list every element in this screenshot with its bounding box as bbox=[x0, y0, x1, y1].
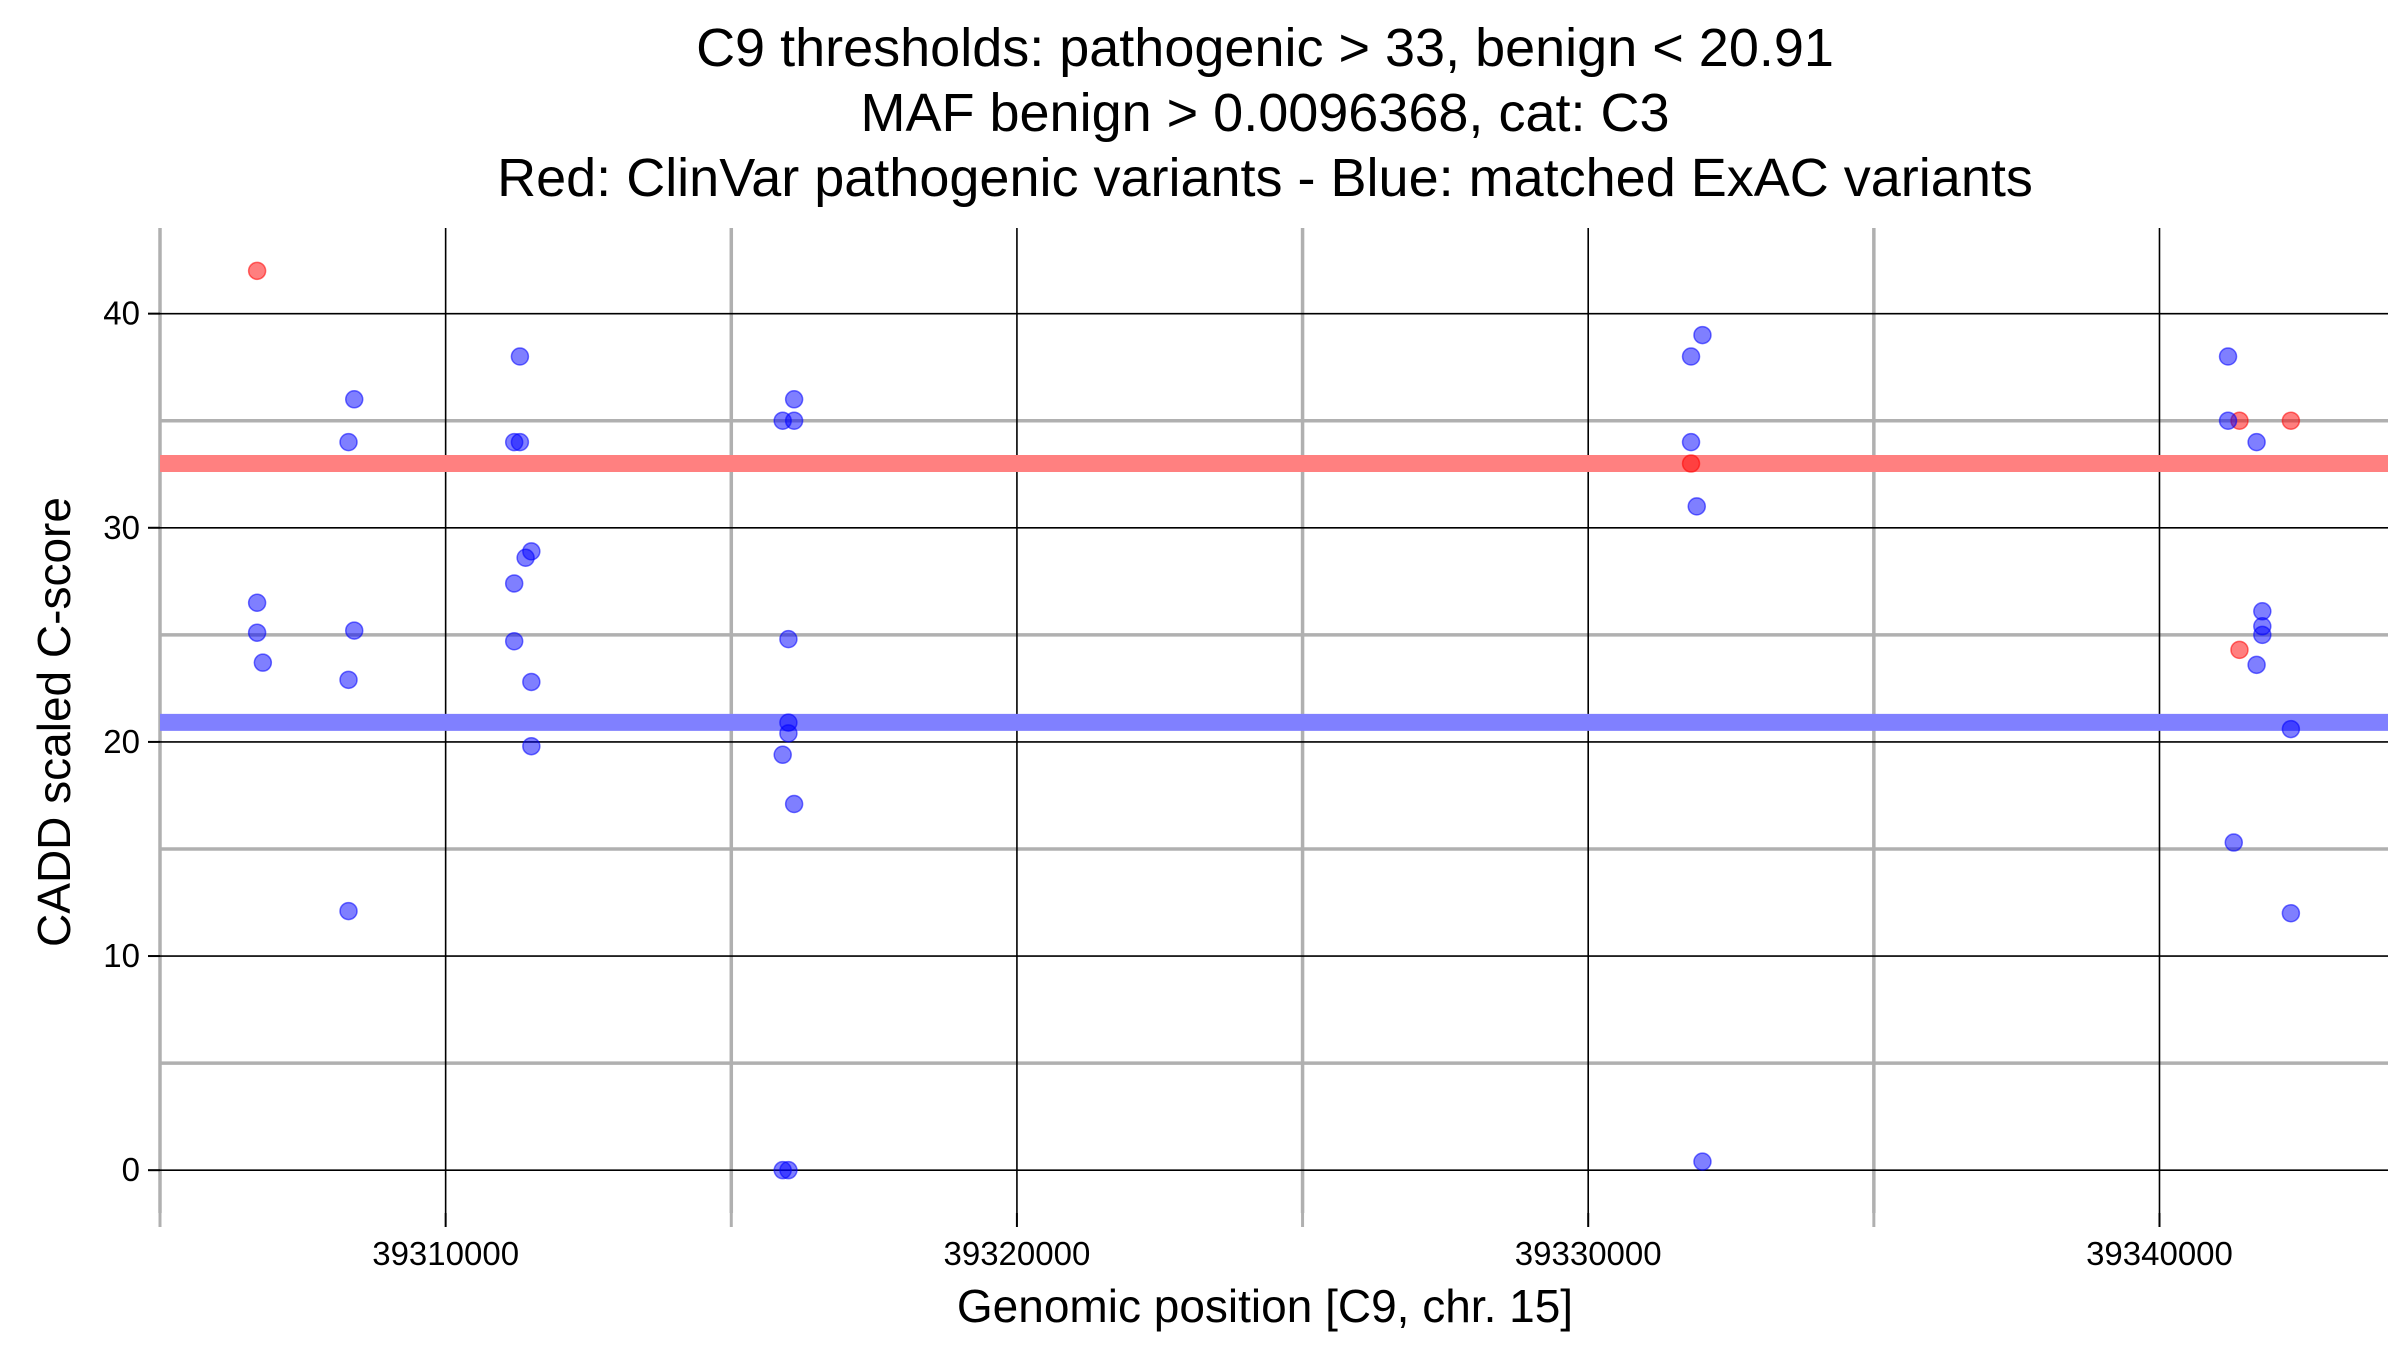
data-point bbox=[510, 432, 530, 452]
x-tick-label: 39320000 bbox=[944, 1235, 1091, 1272]
data-point bbox=[339, 432, 358, 452]
data-point bbox=[1693, 325, 1712, 345]
data-point bbox=[344, 621, 364, 640]
data-point bbox=[2247, 432, 2266, 452]
chart-title-line-3: Red: ClinVar pathogenic variants - Blue:… bbox=[497, 148, 2033, 208]
data-point bbox=[779, 724, 798, 743]
data-point bbox=[504, 632, 524, 651]
chart-title-line-2: MAF benign > 0.0096368, cat: C3 bbox=[860, 83, 1669, 143]
data-point bbox=[2224, 833, 2244, 852]
data-point bbox=[510, 347, 530, 366]
data-point bbox=[784, 390, 804, 409]
data-point bbox=[522, 736, 541, 756]
y-axis-ticks: 0 10 20 30 40 bbox=[103, 295, 160, 1188]
data-point bbox=[1687, 497, 1706, 516]
data-point bbox=[2253, 625, 2272, 645]
data-point bbox=[339, 901, 358, 921]
x-tick-label: 39310000 bbox=[372, 1235, 519, 1272]
data-point bbox=[2218, 411, 2238, 430]
data-point bbox=[773, 745, 792, 765]
data-point bbox=[247, 261, 267, 281]
data-point bbox=[339, 670, 358, 690]
data-point bbox=[2247, 655, 2266, 675]
data-point bbox=[2281, 719, 2301, 739]
data-point bbox=[1681, 432, 1701, 452]
data-point bbox=[1681, 347, 1701, 366]
y-axis-label: CADD scaled C-score bbox=[28, 497, 80, 947]
chart-title-line-1: C9 thresholds: pathogenic > 33, benign <… bbox=[696, 18, 1834, 78]
data-point bbox=[247, 593, 267, 612]
data-point bbox=[2218, 347, 2238, 366]
data-point bbox=[522, 672, 541, 692]
y-tick-label: 10 bbox=[103, 937, 140, 974]
data-point bbox=[2230, 640, 2249, 660]
x-axis-ticks: 39310000 39320000 39330000 39340000 bbox=[158, 1213, 2233, 1272]
data-point bbox=[784, 411, 804, 430]
y-tick-label: 30 bbox=[103, 509, 140, 546]
data-point bbox=[516, 548, 535, 568]
threshold-lines bbox=[160, 455, 2388, 731]
data-point bbox=[1681, 454, 1701, 473]
data-point bbox=[1693, 1152, 1712, 1171]
data-point bbox=[779, 629, 798, 649]
data-point bbox=[779, 1160, 798, 1180]
x-tick-label: 39330000 bbox=[1515, 1235, 1662, 1272]
y-tick-label: 20 bbox=[103, 723, 140, 760]
data-point bbox=[2281, 903, 2301, 923]
data-point bbox=[253, 653, 273, 672]
y-tick-label: 0 bbox=[122, 1151, 140, 1188]
data-point bbox=[504, 574, 524, 593]
data-point bbox=[344, 390, 364, 409]
data-point bbox=[784, 794, 804, 814]
x-axis-label: Genomic position [C9, chr. 15] bbox=[957, 1280, 1573, 1332]
y-tick-label: 40 bbox=[103, 295, 140, 332]
x-tick-label: 39340000 bbox=[2086, 1235, 2233, 1272]
data-points bbox=[247, 261, 2301, 1180]
data-point bbox=[2281, 411, 2301, 430]
data-point bbox=[247, 623, 267, 642]
